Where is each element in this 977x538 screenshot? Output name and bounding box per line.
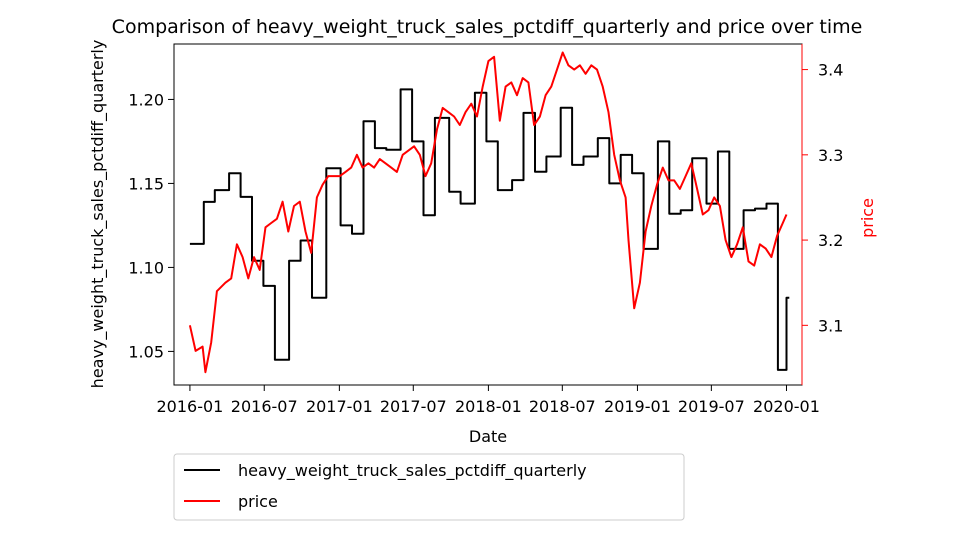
chart-title: Comparison of heavy_weight_truck_sales_p…: [112, 16, 863, 38]
series-line-truck-sales: [189, 88, 790, 371]
x-tick-label: 2016-01: [156, 397, 223, 416]
x-tick-label: 2017-07: [380, 397, 447, 416]
x-tick-label: 2019-01: [604, 397, 671, 416]
y-axis-right: 3.1 3.2 3.3 3.4: [802, 61, 843, 335]
legend-box: [173, 453, 685, 521]
legend: heavy_weight_truck_sales_pctdiff_quarter…: [173, 453, 685, 521]
legend-label-truck: heavy_weight_truck_sales_pctdiff_quarter…: [238, 461, 587, 481]
y-axis-left: 1.05 1.10 1.15 1.20: [128, 90, 174, 361]
x-tick-label: 2018-07: [529, 397, 596, 416]
x-tick-label: 2018-01: [455, 397, 522, 416]
x-axis-label: Date: [469, 427, 507, 446]
series-line-price: [188, 51, 788, 374]
x-tick-label: 2017-01: [306, 397, 373, 416]
y-right-tick-label: 3.4: [818, 61, 843, 80]
series-layer: [188, 51, 790, 374]
y-right-tick-label: 3.1: [818, 316, 843, 335]
y-left-tick-label: 1.10: [128, 258, 164, 277]
plot-area-frame: [173, 43, 803, 386]
x-tick-label: 2016-07: [231, 397, 298, 416]
y-axis-right-label: price: [858, 198, 877, 238]
x-tick-label: 2020-01: [753, 397, 820, 416]
x-tick-label: 2019-07: [678, 397, 745, 416]
y-left-tick-label: 1.15: [128, 174, 164, 193]
x-axis: 2016-01 2016-07 2017-01 2017-07 2018-01 2018-…: [156, 385, 820, 416]
y-left-tick-label: 1.20: [128, 90, 164, 109]
y-right-tick-label: 3.3: [818, 146, 843, 165]
y-left-tick-label: 1.05: [128, 342, 164, 361]
y-right-tick-label: 3.2: [818, 231, 843, 250]
legend-label-price: price: [238, 492, 278, 511]
y-axis-left-label: heavy_weight_truck_sales_pctdiff_quarter…: [88, 40, 108, 389]
